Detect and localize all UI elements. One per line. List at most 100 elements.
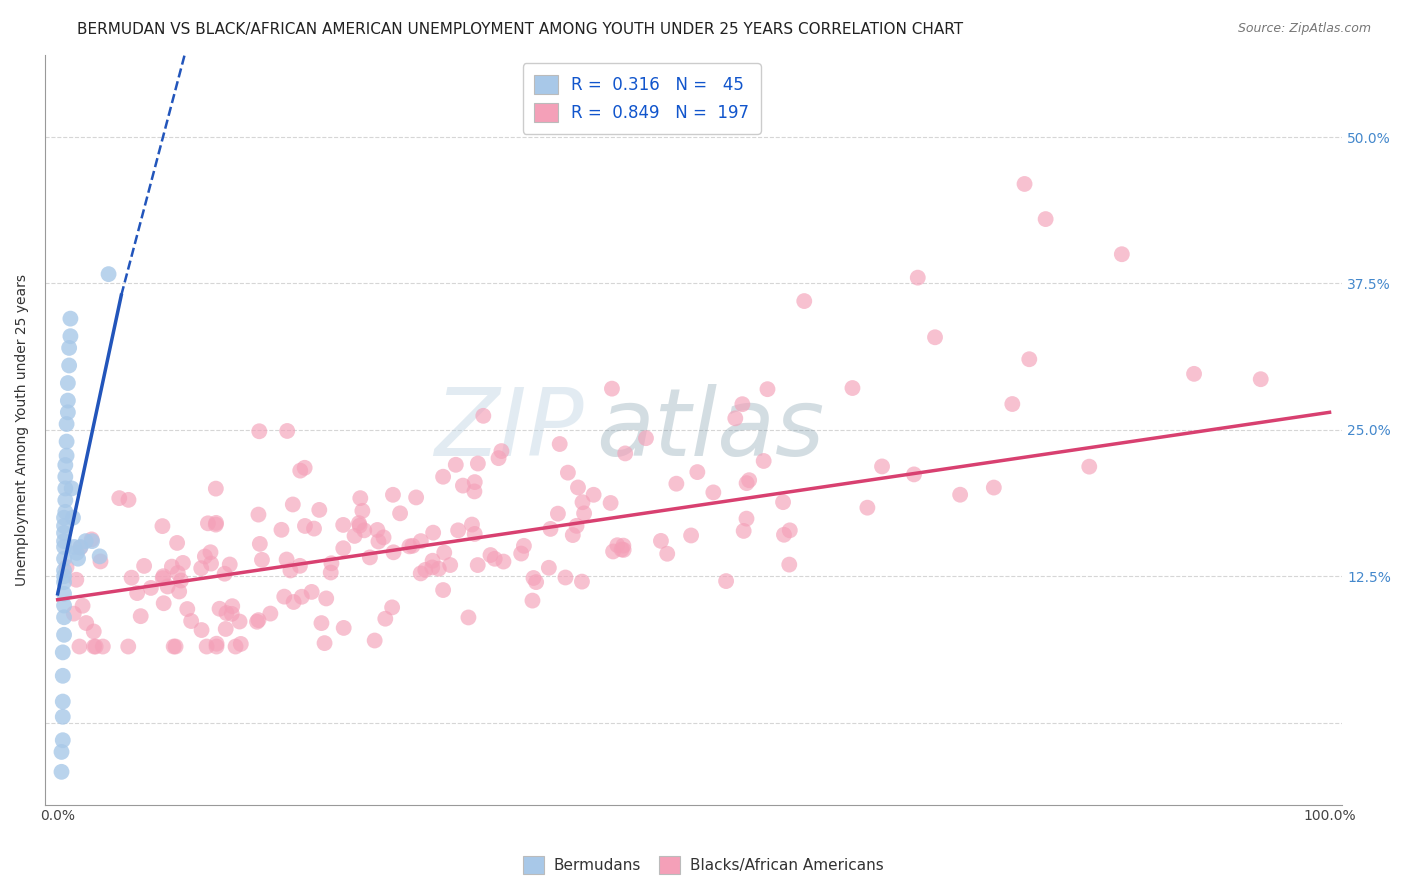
Point xyxy=(190,561,212,575)
Point xyxy=(65,573,87,587)
Point xyxy=(949,488,972,502)
Point xyxy=(53,505,76,519)
Point xyxy=(170,574,193,588)
Point xyxy=(205,637,228,651)
Point xyxy=(557,466,579,480)
Point xyxy=(117,640,139,654)
Point xyxy=(165,640,187,654)
Point xyxy=(56,376,79,390)
Point xyxy=(432,582,454,597)
Point xyxy=(602,544,624,558)
Point xyxy=(59,329,82,343)
Point xyxy=(488,451,510,466)
Point xyxy=(247,613,270,627)
Point xyxy=(464,475,486,489)
Point xyxy=(841,381,863,395)
Point xyxy=(129,609,152,624)
Point xyxy=(793,294,815,309)
Point xyxy=(349,518,371,533)
Text: Source: ZipAtlas.com: Source: ZipAtlas.com xyxy=(1237,22,1371,36)
Point xyxy=(152,571,174,585)
Point xyxy=(714,574,737,588)
Point xyxy=(214,566,236,581)
Point xyxy=(62,607,84,621)
Point xyxy=(58,341,80,355)
Point xyxy=(270,523,292,537)
Point xyxy=(352,504,374,518)
Point xyxy=(53,610,76,624)
Point xyxy=(215,606,238,620)
Point xyxy=(197,516,219,531)
Point xyxy=(491,444,513,458)
Point xyxy=(53,569,76,583)
Point xyxy=(176,602,198,616)
Text: ZIP: ZIP xyxy=(433,384,583,475)
Point xyxy=(738,473,761,487)
Point xyxy=(614,446,637,460)
Point xyxy=(366,523,388,537)
Point xyxy=(62,510,84,524)
Point xyxy=(381,600,404,615)
Point xyxy=(273,590,295,604)
Point xyxy=(484,551,506,566)
Point xyxy=(180,614,202,628)
Point xyxy=(53,458,76,472)
Point xyxy=(80,533,103,547)
Point xyxy=(166,536,188,550)
Point xyxy=(903,467,925,482)
Point xyxy=(72,599,94,613)
Point xyxy=(731,397,754,411)
Point xyxy=(612,539,634,553)
Point xyxy=(91,640,114,654)
Point xyxy=(983,481,1005,495)
Point xyxy=(75,615,97,630)
Point xyxy=(1111,247,1133,261)
Point xyxy=(53,469,76,483)
Text: atlas: atlas xyxy=(596,384,824,475)
Point xyxy=(472,409,495,423)
Point xyxy=(314,636,336,650)
Point xyxy=(52,669,75,683)
Point xyxy=(1018,352,1040,367)
Point xyxy=(205,482,228,496)
Point xyxy=(457,610,479,624)
Point xyxy=(856,500,879,515)
Point xyxy=(69,541,91,555)
Point xyxy=(280,564,302,578)
Point xyxy=(53,628,76,642)
Point xyxy=(1250,372,1272,386)
Point xyxy=(561,528,583,542)
Point xyxy=(302,522,325,536)
Point xyxy=(540,522,562,536)
Point xyxy=(422,525,444,540)
Point xyxy=(571,495,593,509)
Point xyxy=(735,511,758,525)
Point xyxy=(53,551,76,566)
Point xyxy=(166,566,188,580)
Point xyxy=(53,519,76,533)
Point xyxy=(467,558,489,572)
Point xyxy=(565,519,588,533)
Point xyxy=(444,458,467,472)
Point xyxy=(389,506,412,520)
Point xyxy=(600,382,623,396)
Point xyxy=(53,493,76,508)
Point xyxy=(52,710,75,724)
Point xyxy=(451,478,474,492)
Point xyxy=(208,601,231,615)
Point xyxy=(53,525,76,540)
Point xyxy=(522,571,544,585)
Point xyxy=(205,516,228,530)
Point xyxy=(924,330,946,344)
Point xyxy=(152,519,174,533)
Point xyxy=(432,469,454,483)
Point xyxy=(69,540,91,554)
Point xyxy=(225,640,247,654)
Point xyxy=(51,745,73,759)
Point xyxy=(772,495,794,509)
Point xyxy=(381,488,404,502)
Legend: Bermudans, Blacks/African Americans: Bermudans, Blacks/African Americans xyxy=(516,850,890,880)
Point xyxy=(479,548,502,562)
Point xyxy=(195,640,218,654)
Point xyxy=(650,533,672,548)
